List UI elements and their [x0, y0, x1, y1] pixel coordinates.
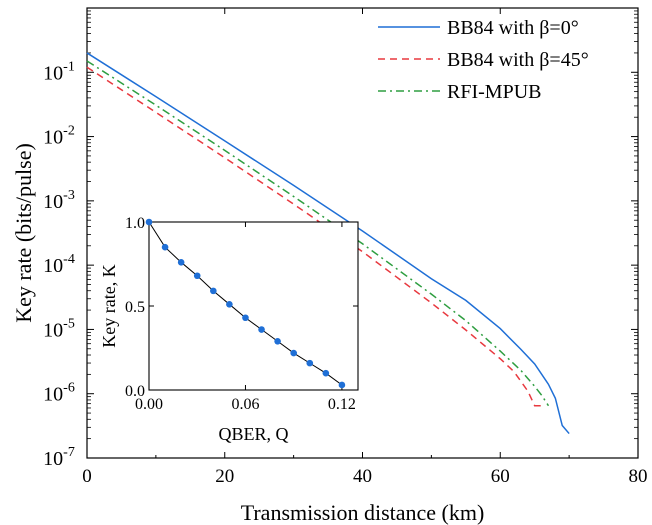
x-tick-label: 20 [215, 466, 234, 487]
x-tick-label: 60 [491, 466, 510, 487]
inset-y-tick-label: 0.0 [125, 383, 145, 400]
y-tick-exponent: -4 [63, 252, 75, 267]
y-tick-base: 10 [43, 319, 63, 341]
inset-y-tick-label: 1.0 [125, 215, 145, 232]
inset-x-tick-label: 0.06 [231, 396, 259, 413]
x-tick-label: 80 [629, 466, 648, 487]
inset-x-tick-label: 0.00 [135, 396, 163, 413]
inset-data-point [338, 381, 346, 389]
inset-data-point [161, 243, 169, 251]
y-axis-label: Key rate (bits/pulse) [11, 143, 36, 323]
inset-y-axis-label: Key rate, K [99, 264, 119, 347]
legend: BB84 with β=0° BB84 with β=45° RFI-MPUB [378, 17, 589, 103]
inset-data-point [242, 314, 249, 322]
legend-label-2: BB84 with β=45° [447, 49, 589, 71]
y-tick-base: 10 [43, 255, 63, 277]
series-line-3 [86, 60, 550, 407]
main-plot: 0 20 40 60 8010-110-210-310-410-510-610-7Tra… [11, 7, 648, 525]
y-tick-exponent: -6 [63, 381, 75, 396]
inset-data-point [322, 369, 330, 377]
y-tick-base: 10 [43, 448, 63, 470]
y-tick-base: 10 [43, 191, 63, 213]
inset-data-point [290, 349, 297, 357]
x-tick-label: 0 [82, 466, 92, 487]
series-line-1 [86, 52, 570, 435]
x-tick-label: 40 [353, 466, 372, 487]
inset-data-point [306, 359, 314, 367]
y-tick-exponent: -7 [63, 445, 75, 460]
y-tick-base: 10 [43, 62, 63, 84]
y-tick-label: 10-3 [43, 188, 75, 213]
y-tick-label: 10-1 [43, 59, 75, 84]
y-tick-exponent: -5 [63, 316, 75, 331]
inset-data-point [210, 287, 217, 295]
inset-frame [148, 221, 359, 391]
legend-label-3: RFI-MPUB [447, 81, 541, 103]
inset-plot: 0.00 0.06 0.12 0.0 0.5 1.0 QBER, Q Key rate, K [99, 215, 359, 444]
inset-x-tick-label: 0.12 [328, 396, 356, 413]
y-tick-label: 10-7 [43, 445, 75, 470]
y-tick-label: 10-2 [43, 124, 75, 149]
y-tick-base: 10 [43, 384, 63, 406]
inset-data-point [193, 272, 201, 280]
y-tick-exponent: -2 [63, 124, 75, 139]
legend-label-1: BB84 with β=0° [447, 17, 579, 39]
y-tick-label: 10-6 [43, 381, 75, 406]
inset-x-axis-label: QBER, Q [218, 424, 288, 444]
y-tick-label: 10-4 [43, 252, 75, 277]
y-tick-base: 10 [43, 127, 63, 149]
y-tick-label: 10-5 [43, 316, 75, 341]
y-tick-exponent: -1 [63, 59, 75, 74]
y-tick-exponent: -3 [63, 188, 75, 203]
inset-data-point [145, 218, 153, 226]
inset-y-tick-label: 0.5 [125, 299, 145, 316]
inset-data-point [274, 337, 281, 345]
inset-data-point [258, 326, 265, 333]
x-axis-label: Transmission distance (km) [241, 500, 485, 525]
inset-data-point [177, 259, 185, 266]
inset-data-point [226, 301, 233, 308]
